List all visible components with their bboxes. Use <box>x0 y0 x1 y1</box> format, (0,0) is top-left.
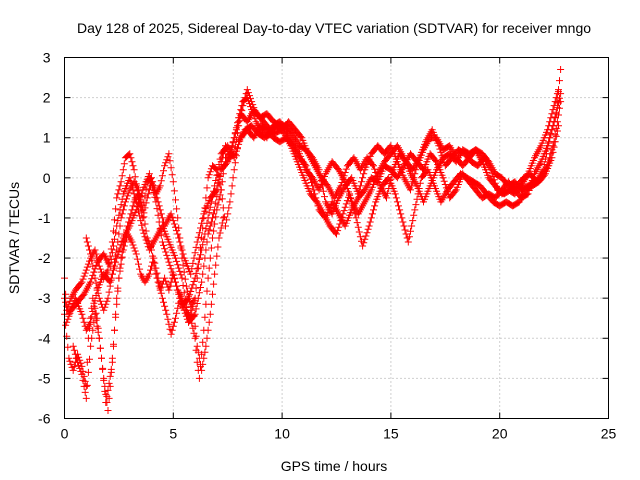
plot-frame <box>64 57 609 419</box>
y-tick-label: 2 <box>43 90 51 106</box>
series-track-d <box>61 90 565 334</box>
axis-tick-labels: 0 5 10 15 20 25 -6 -5 -4 -3 -2 -1 0 1 2 3 <box>38 50 616 442</box>
y-tick-label: -5 <box>38 370 51 386</box>
data-points <box>61 66 565 414</box>
y-tick-label: -3 <box>38 290 51 306</box>
x-axis-label: GPS time / hours <box>281 458 388 474</box>
x-tick-label: 0 <box>61 426 69 442</box>
x-tick-label: 10 <box>274 426 290 442</box>
y-axis-label: SDTVAR / TECUs <box>6 182 22 294</box>
y-tick-label: 3 <box>43 50 51 66</box>
plus-markers <box>69 214 227 414</box>
grid-lines <box>64 57 609 419</box>
series-track-c <box>63 98 565 326</box>
y-tick-label: -4 <box>38 330 51 346</box>
chart-title: Day 128 of 2025, Sidereal Day-to-day VTE… <box>77 20 591 36</box>
plus-markers <box>82 86 562 314</box>
series-track-f <box>69 214 227 414</box>
series-track-e <box>82 86 562 314</box>
x-tick-label: 20 <box>492 426 508 442</box>
y-tick-label: 0 <box>43 170 51 186</box>
x-tick-label: 5 <box>169 426 177 442</box>
plus-markers <box>63 98 565 326</box>
x-tick-label: 25 <box>601 426 617 442</box>
y-tick-label: -6 <box>38 411 51 427</box>
y-tick-label: -1 <box>38 210 51 226</box>
y-tick-label: 1 <box>43 130 51 146</box>
x-tick-label: 15 <box>383 426 399 442</box>
y-tick-label: -2 <box>38 250 51 266</box>
plus-markers <box>61 90 565 334</box>
